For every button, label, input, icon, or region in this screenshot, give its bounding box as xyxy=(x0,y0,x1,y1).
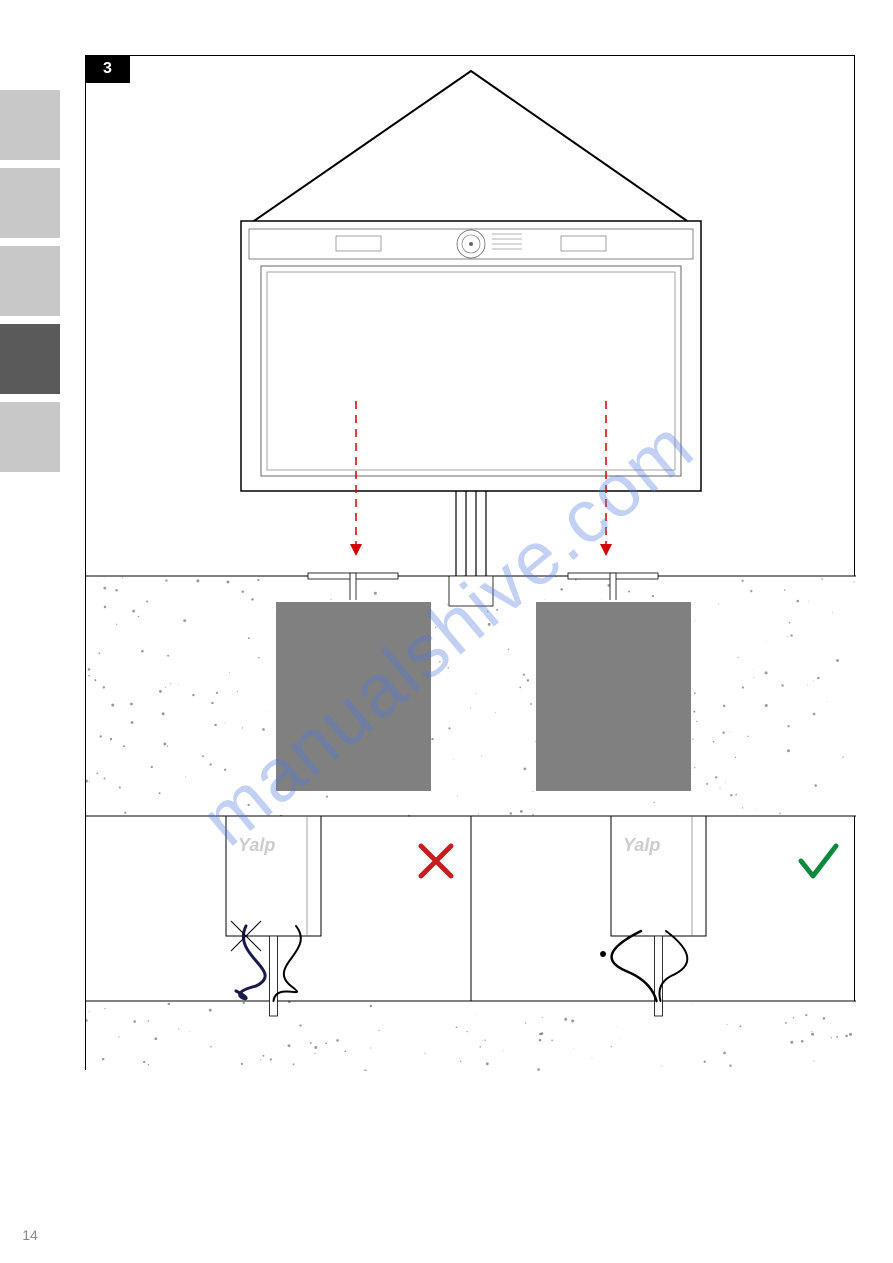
diagram-frame: Yalp Yalp xyxy=(85,55,855,1070)
step-badge: 3 xyxy=(85,55,130,83)
svg-text:Yalp: Yalp xyxy=(623,835,660,855)
svg-text:Yalp: Yalp xyxy=(238,835,275,855)
page-number: 14 xyxy=(0,1227,60,1243)
sidebar-tab xyxy=(0,402,60,472)
sidebar-tab xyxy=(0,90,60,160)
sidebar-tab xyxy=(0,324,60,394)
sidebar-spacer xyxy=(0,0,60,90)
sidebar-tabs xyxy=(0,0,60,1263)
installation-diagram: Yalp Yalp xyxy=(86,56,856,1071)
sidebar-tab xyxy=(0,168,60,238)
sidebar-tab xyxy=(0,246,60,316)
